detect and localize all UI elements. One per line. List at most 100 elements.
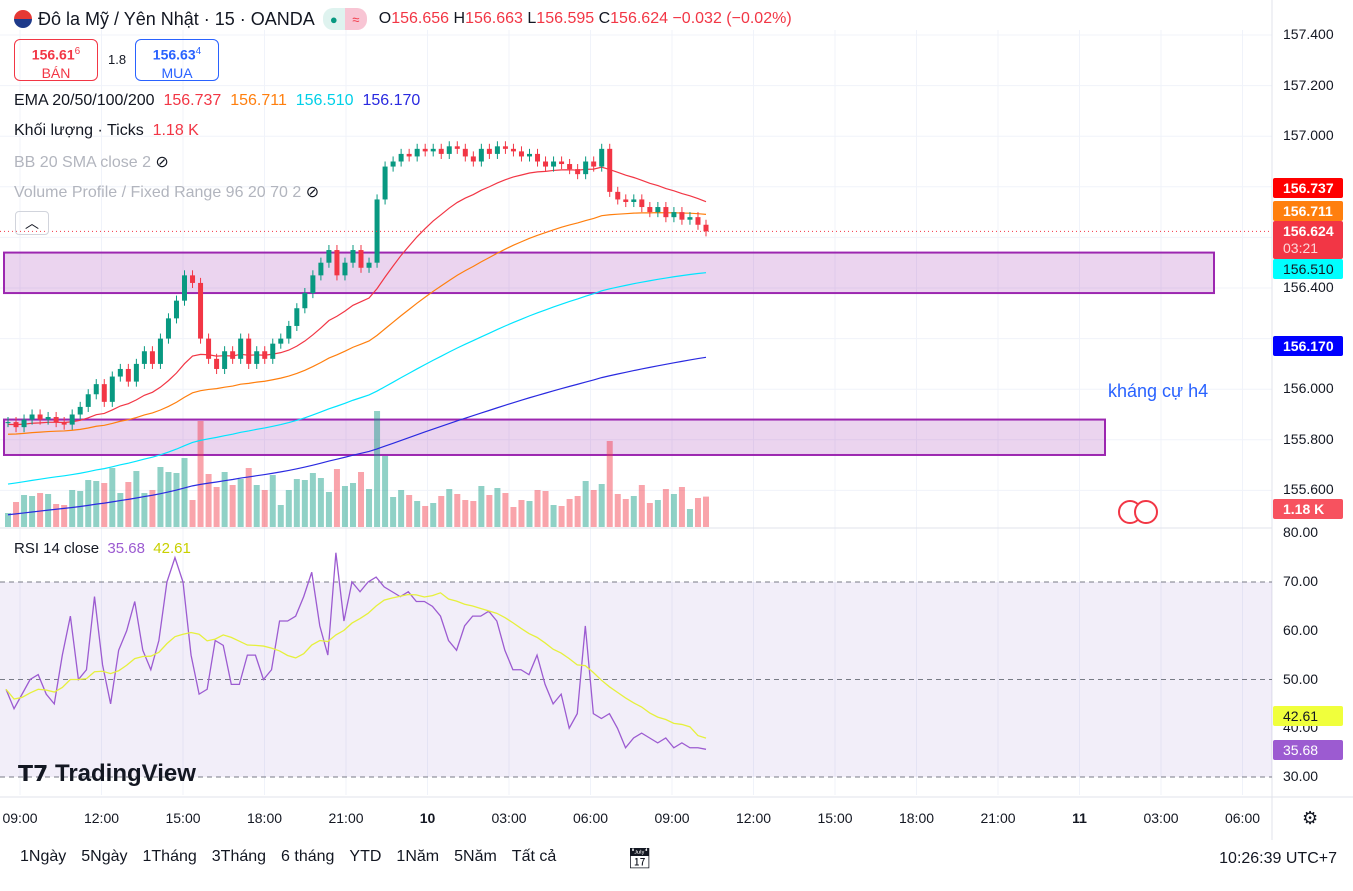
range-button[interactable]: YTD	[349, 848, 382, 865]
candle-body	[655, 207, 661, 213]
volume-bar	[670, 494, 677, 527]
candle-body	[591, 161, 597, 167]
symbol-title[interactable]: Đô la Mỹ / Yên Nhật · 15 · OANDA	[38, 8, 315, 29]
time-axis-label: 09:00	[654, 810, 690, 826]
range-button[interactable]: 3Tháng	[211, 848, 267, 865]
volume-bar	[205, 474, 212, 527]
sell-button[interactable]: 156.616 BÁN	[14, 39, 98, 81]
volume-bar	[374, 411, 381, 527]
candle-body	[703, 224, 709, 232]
volume-bar	[582, 481, 589, 527]
volume-profile-legend[interactable]: Volume Profile / Fixed Range 96 20 70 2 …	[14, 184, 320, 201]
range-button[interactable]: 5Ngày	[81, 848, 128, 865]
rsi-axis-label: 50.00	[1283, 670, 1319, 687]
volume-bar	[157, 467, 164, 527]
volume-bar	[173, 473, 180, 527]
candle-body	[543, 161, 549, 167]
volume-bar	[117, 493, 124, 527]
last-price-tag: 156.624 03:21	[1273, 221, 1343, 259]
volume-bar	[502, 493, 509, 527]
candle-body	[494, 146, 500, 154]
volume-bar	[566, 499, 573, 527]
candle-body	[141, 351, 147, 364]
events-flags-icon[interactable]	[1118, 500, 1158, 524]
candle-body	[93, 384, 99, 395]
candle-body	[117, 368, 123, 377]
candle-body	[382, 166, 388, 200]
volume-bar	[5, 513, 11, 527]
range-button[interactable]: Tất cả	[511, 848, 557, 865]
volume-bar	[221, 472, 228, 527]
symbol-header: Đô la Mỹ / Yên Nhật · 15 · OANDA ● ≈ O156…	[14, 8, 792, 30]
clock[interactable]: 10:26:39 UTC+7	[1219, 850, 1337, 867]
tradingview-logo[interactable]: 𝗧𝟳 TradingView	[18, 760, 196, 787]
price-axis-label: 155.600	[1283, 481, 1334, 498]
candle-body	[671, 212, 677, 218]
candle-body	[366, 262, 372, 268]
rsi-legend[interactable]: RSI 14 close 35.68 42.61	[14, 540, 191, 557]
candle-body	[510, 148, 516, 152]
collapse-legend-button[interactable]: ︿	[15, 211, 49, 235]
time-axis-label: 12:00	[83, 810, 120, 826]
range-button[interactable]: 5Năm	[454, 848, 497, 865]
volume-bar	[77, 491, 84, 527]
rsi-background	[0, 582, 1272, 777]
volume-bar	[69, 490, 76, 527]
candle-body	[246, 338, 252, 364]
candle-body	[286, 325, 292, 339]
settings-icon[interactable]: ⚙	[1302, 808, 1319, 828]
resistance-annotation[interactable]: kháng cự h4	[1108, 381, 1209, 401]
candle-body	[422, 148, 428, 152]
range-bar: 1Ngày 5Ngày 1Tháng 3Tháng 6 tháng YTD 1Năm 5Năm…	[20, 848, 556, 866]
volume-bar	[333, 469, 340, 527]
candle-body	[13, 422, 19, 428]
support-zone	[3, 418, 1106, 456]
date-range-icon[interactable]: 📅︎	[627, 848, 653, 870]
volume-bar	[646, 503, 653, 527]
ema-legend[interactable]: EMA 20/50/100/200 156.737 156.711 156.51…	[14, 92, 421, 109]
candle-body	[182, 275, 188, 301]
delayed-icon: ≈	[344, 8, 367, 30]
candle-body	[294, 308, 300, 326]
volume-bar	[245, 468, 252, 527]
volume-bar	[614, 494, 621, 527]
range-button[interactable]: 6 tháng	[281, 848, 335, 865]
range-button[interactable]: 1Tháng	[142, 848, 197, 865]
ema50-price-tag: 156.711	[1273, 201, 1343, 221]
volume-bar	[638, 485, 645, 527]
range-button[interactable]: 1Năm	[396, 848, 440, 865]
market-status[interactable]: ● ≈	[322, 8, 367, 30]
candle-body	[109, 376, 115, 402]
hidden-eye-icon[interactable]: ⊘	[305, 184, 320, 201]
candle-body	[583, 161, 589, 175]
time-axis-label: 06:00	[572, 810, 609, 826]
volume-bar	[61, 505, 68, 527]
rsi-axis-label: 70.00	[1283, 573, 1319, 589]
candle-body	[61, 422, 67, 425]
volume-legend[interactable]: Khối lượng · Ticks 1.18 K	[14, 122, 199, 139]
buy-button[interactable]: 156.634 MUA	[135, 39, 219, 81]
volume-bar	[366, 489, 373, 527]
usd-jpy-flag-icon	[14, 10, 32, 28]
price-axis-label: 157.200	[1283, 76, 1334, 93]
candle-body	[398, 153, 404, 162]
bb-legend[interactable]: BB 20 SMA close 2 ⊘	[14, 154, 169, 171]
volume-bar	[622, 499, 629, 527]
volume-bar	[550, 505, 557, 527]
volume-bar	[462, 500, 469, 527]
range-button[interactable]: 1Ngày	[20, 848, 67, 865]
candle-body	[206, 338, 212, 359]
volume-bar	[189, 500, 196, 527]
volume-bar	[654, 500, 661, 527]
candle-body	[599, 148, 605, 167]
volume-bar	[309, 473, 316, 527]
volume-bar	[197, 421, 204, 527]
candle-body	[21, 419, 27, 428]
volume-bar	[694, 498, 701, 527]
candle-body	[390, 161, 396, 167]
candle-body	[165, 318, 171, 339]
candle-body	[85, 394, 91, 407]
candle-body	[133, 363, 139, 382]
hidden-eye-icon[interactable]: ⊘	[155, 154, 169, 171]
